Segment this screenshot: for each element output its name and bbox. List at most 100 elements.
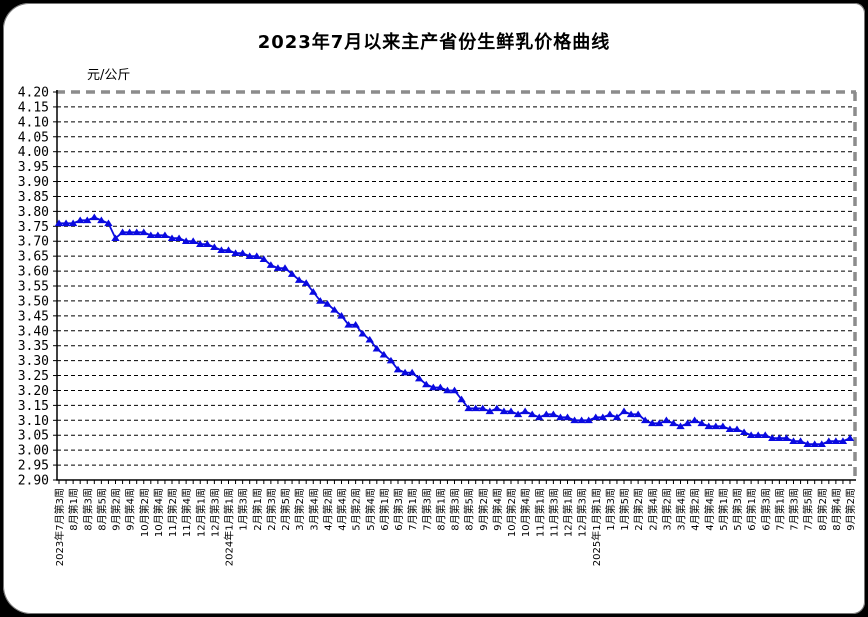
x-tick-label: 7月第3周 (788, 488, 801, 531)
data-point-marker (422, 380, 431, 388)
x-tick-label: 10月第4周 (519, 488, 532, 537)
x-tick-label: 6月第3周 (759, 488, 772, 531)
data-point-marker (379, 350, 389, 358)
x-tick-label: 7月第1周 (773, 488, 786, 531)
y-tick-label: 3.05 (18, 429, 49, 444)
x-tick-label: 6月第1周 (745, 488, 758, 531)
y-tick-label: 3.70 (18, 235, 49, 250)
x-tick-label: 9月第2周 (477, 488, 490, 531)
data-point-marker (626, 410, 636, 418)
data-point-marker (231, 249, 240, 256)
data-point-marker (591, 413, 600, 421)
x-tick-label: 7月第1周 (406, 488, 419, 531)
data-point-marker (535, 413, 544, 421)
data-point-marker (210, 243, 219, 250)
data-point-marker (217, 246, 226, 253)
data-point-marker (188, 237, 198, 245)
data-point-marker (344, 321, 353, 328)
x-tick-label: 4月第2周 (321, 488, 334, 531)
x-tick-label: 9月第2周 (844, 488, 857, 531)
x-tick-label: 11月第2周 (166, 488, 179, 537)
data-point-marker (372, 344, 382, 352)
data-point-marker (640, 416, 650, 424)
x-tick-label: 4月第4周 (336, 488, 349, 531)
data-point-marker (845, 434, 855, 442)
data-point-marker (499, 407, 509, 415)
x-tick-label: 2月第4周 (646, 488, 659, 531)
data-point-marker (330, 306, 339, 313)
x-tick-label: 5月第3周 (731, 488, 744, 531)
data-point-marker (605, 410, 615, 418)
y-tick-label: 3.60 (18, 265, 49, 280)
y-tick-label: 3.15 (18, 399, 49, 414)
data-point-marker (160, 231, 170, 239)
y-tick-label: 3.40 (18, 324, 49, 339)
x-tick-label: 8月第4周 (830, 488, 843, 531)
y-tick-label: 4.00 (18, 145, 49, 160)
data-point-marker (54, 219, 64, 227)
y-tick-label: 3.50 (18, 294, 49, 309)
data-point-marker (400, 368, 410, 376)
data-point-marker (309, 288, 318, 295)
data-point-marker (75, 216, 85, 224)
data-point-marker (676, 422, 685, 430)
data-point-marker (323, 300, 332, 307)
x-tick-label: 11月第3周 (547, 488, 560, 537)
data-point-marker (273, 264, 283, 271)
y-tick-label: 3.25 (18, 369, 49, 384)
data-point-marker (739, 428, 749, 436)
data-point-marker (513, 410, 523, 418)
x-tick-label: 6月第1周 (378, 488, 391, 531)
data-point-marker (775, 434, 784, 442)
x-tick-label: 8月第1周 (67, 488, 80, 531)
x-tick-label: 8月第3周 (449, 488, 462, 531)
x-tick-label: 5月第2周 (350, 488, 363, 531)
x-tick-label: 8月第3周 (81, 488, 94, 531)
x-tick-label: 3月第4周 (675, 488, 688, 531)
data-point-marker (287, 270, 297, 277)
data-point-marker (570, 416, 579, 424)
y-tick-label: 3.90 (18, 175, 49, 190)
y-tick-label: 3.80 (18, 205, 49, 220)
data-point-marker (358, 329, 367, 337)
x-tick-label: 4月第2周 (689, 488, 702, 531)
data-point-marker (132, 228, 141, 236)
y-tick-label: 2.90 (18, 474, 49, 489)
data-point-marker (563, 413, 572, 421)
y-axis-labels: 4.204.154.104.054.003.953.903.853.803.75… (18, 86, 49, 489)
data-point-marker (316, 297, 325, 304)
y-tick-label: 3.55 (18, 280, 49, 295)
y-tick-label: 4.20 (18, 86, 49, 101)
x-tick-label: 2023年7月第3周 (53, 488, 66, 566)
data-point-marker (598, 413, 608, 421)
data-point-marker (655, 419, 664, 427)
x-tick-label: 12月第3周 (576, 488, 589, 537)
price-line-chart: 4.204.154.104.054.003.953.903.853.803.75… (18, 86, 857, 567)
x-tick-label: 3月第2周 (660, 488, 673, 531)
data-point-marker (690, 416, 699, 424)
y-gridlines (57, 106, 854, 466)
plot-frame (56, 90, 857, 481)
data-point-marker (224, 246, 233, 253)
y-axis-unit-label: 元/公斤 (87, 68, 131, 83)
price-series-markers (54, 213, 855, 447)
x-tick-label: 3月第4周 (307, 488, 320, 531)
data-point-marker (612, 413, 622, 421)
data-point-marker (146, 231, 156, 239)
data-point-marker (111, 234, 120, 242)
x-tick-label: 10月第2周 (138, 488, 151, 537)
data-point-marker (125, 228, 134, 236)
x-tick-label: 7月第5周 (802, 488, 815, 531)
y-tick-label: 3.45 (18, 309, 49, 324)
y-axis-ticks (53, 91, 57, 481)
data-point-marker (97, 216, 106, 224)
y-tick-label: 4.15 (18, 100, 49, 115)
data-point-marker (181, 237, 191, 245)
data-point-marker (386, 356, 396, 364)
data-point-marker (139, 228, 148, 236)
data-point-marker (711, 422, 721, 430)
x-tick-label: 2025年1月第1周 (590, 488, 603, 566)
y-tick-label: 4.10 (18, 115, 49, 130)
data-point-marker (506, 407, 516, 415)
data-point-marker (83, 216, 92, 224)
